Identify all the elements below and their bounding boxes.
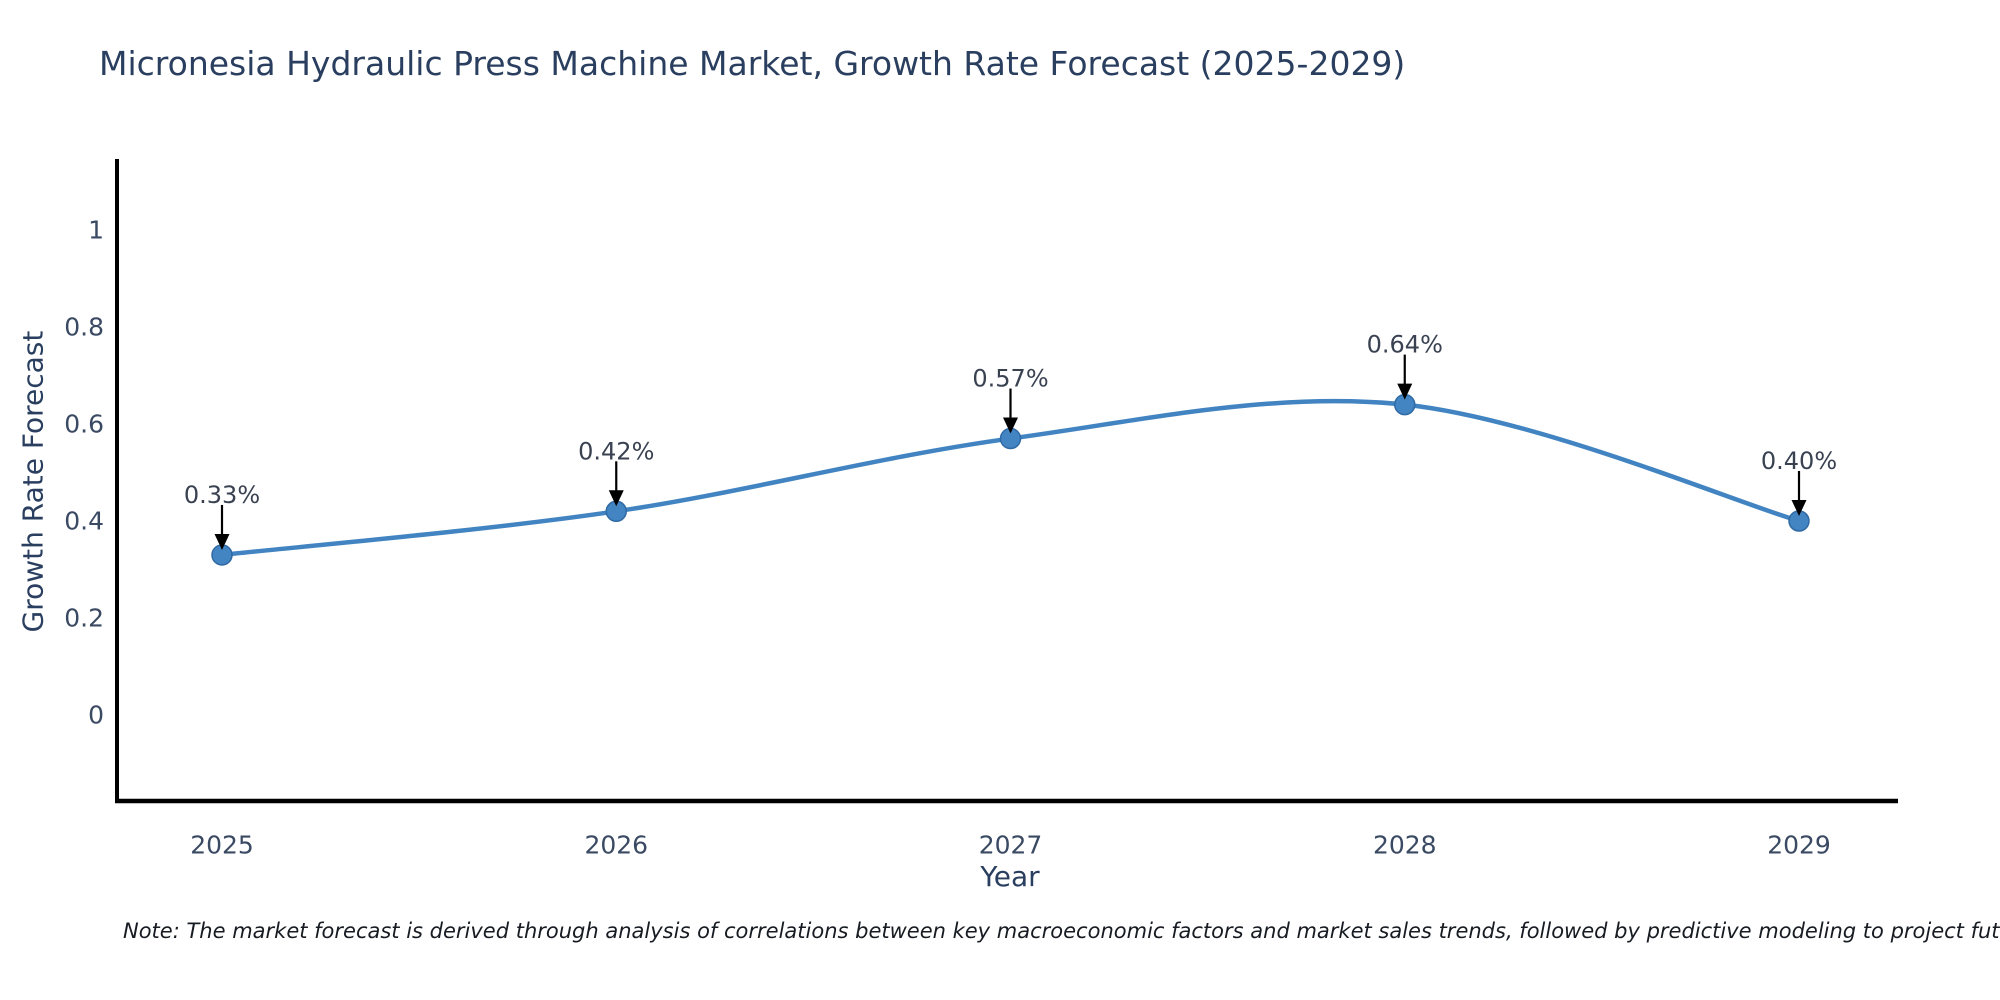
footnote: Note: The market forecast is derived thr… bbox=[123, 919, 2000, 943]
y-tick-label: 0.6 bbox=[64, 410, 104, 439]
data-point-label: 0.57% bbox=[972, 365, 1048, 393]
y-axis-title: Growth Rate Forecast bbox=[16, 330, 50, 633]
x-tick-label: 2029 bbox=[1767, 831, 1831, 860]
data-point-label: 0.33% bbox=[184, 481, 260, 509]
annotation-arrowhead bbox=[214, 533, 230, 550]
x-tick-label: 2028 bbox=[1373, 831, 1437, 860]
y-tick-label: 0.8 bbox=[64, 313, 104, 342]
data-point-label: 0.40% bbox=[1761, 447, 1837, 475]
x-tick-label: 2025 bbox=[190, 831, 254, 860]
data-point-label: 0.42% bbox=[578, 437, 654, 465]
x-axis-title: Year bbox=[980, 860, 1040, 893]
y-tick-label: 0.2 bbox=[64, 604, 104, 633]
x-tick-label: 2027 bbox=[979, 831, 1043, 860]
y-tick-label: 1 bbox=[88, 216, 104, 245]
y-tick-label: 0.4 bbox=[64, 507, 104, 536]
annotation-arrowhead bbox=[1791, 500, 1807, 516]
annotation-arrowhead bbox=[1397, 383, 1413, 400]
x-tick-label: 2026 bbox=[584, 831, 648, 860]
chart-title: Micronesia Hydraulic Press Machine Marke… bbox=[99, 44, 1406, 83]
data-point-label: 0.64% bbox=[1367, 331, 1443, 359]
annotation-arrowhead bbox=[608, 490, 624, 507]
annotation-arrowhead bbox=[1003, 417, 1018, 434]
y-tick-label: 0 bbox=[88, 701, 104, 730]
